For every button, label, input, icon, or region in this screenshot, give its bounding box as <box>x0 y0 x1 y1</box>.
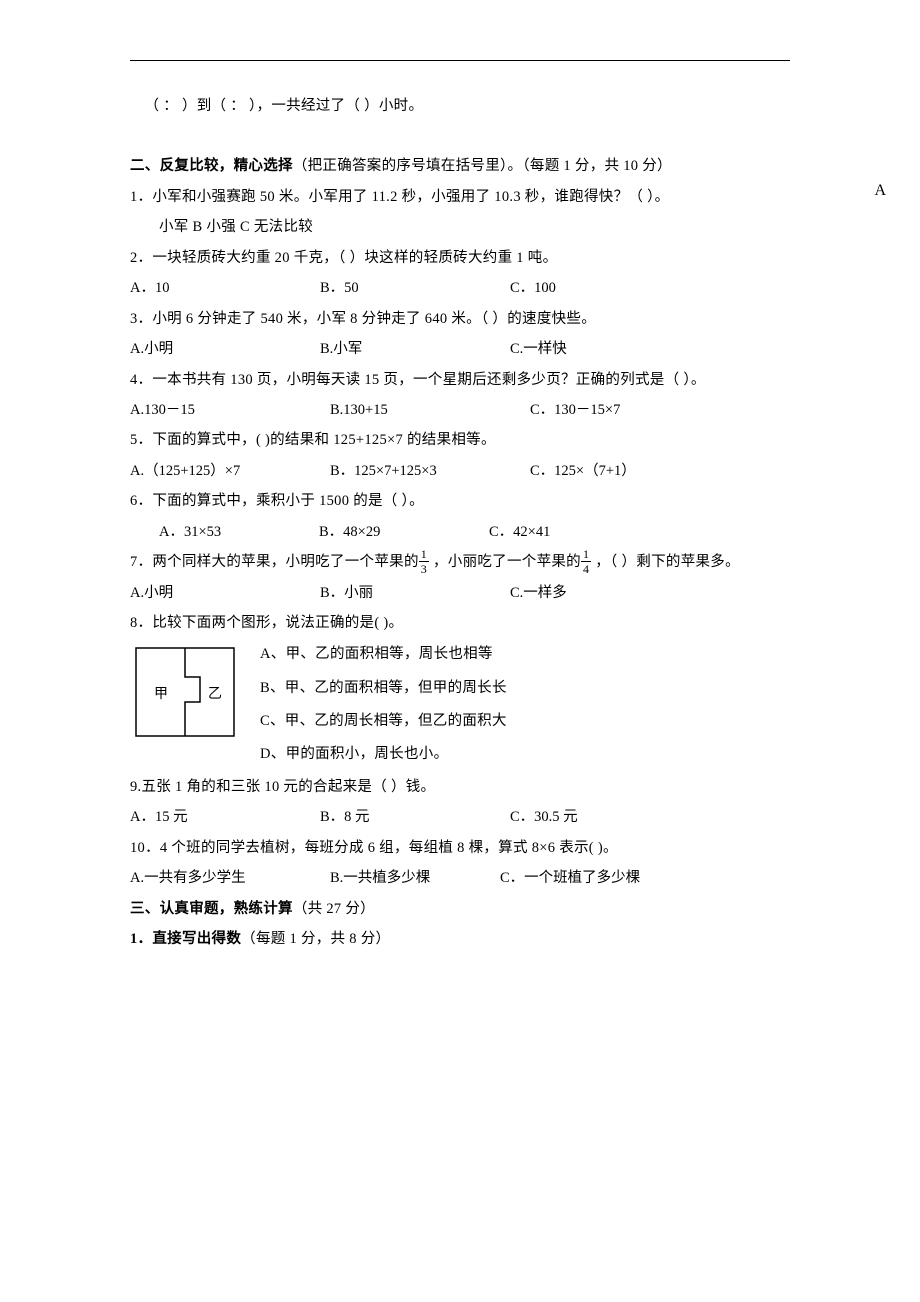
q7-frac2: 14 <box>581 548 591 575</box>
q5-options: A.（125+125）×7 B．125×7+125×3 C．125×（7+1） <box>130 456 790 486</box>
q7-stem-before: 7．两个同样大的苹果，小明吃了一个苹果的 <box>130 554 419 570</box>
q10-options: A.一共有多少学生 B.一共植多少棵 C．一个班植了多少棵 <box>130 863 790 893</box>
q10-opt-b: B.一共植多少棵 <box>330 863 500 893</box>
q6-options: A．31×53 B．48×29 C．42×41 <box>130 517 790 547</box>
q10-stem: 10．4 个班的同学去植树，每班分成 6 组，每组植 8 棵，算式 8×6 表示… <box>130 833 790 863</box>
section2-header: 二、反复比较，精心选择（把正确答案的序号填在括号里）。（每题 1 分，共 10 … <box>130 151 790 181</box>
q10-opt-c: C．一个班植了多少棵 <box>500 863 640 893</box>
q2-opt-a: A．10 <box>130 273 320 303</box>
q3-opt-a: A.小明 <box>130 334 320 364</box>
q2-stem: 2．一块轻质砖大约重 20 千克，（ ）块这样的轻质砖大约重 1 吨。 <box>130 243 790 273</box>
q8-svg: 甲 乙 <box>130 642 248 748</box>
q5-opt-c: C．125×（7+1） <box>530 456 790 486</box>
q7-frac2-den: 4 <box>581 562 591 575</box>
q2-options: A．10 B．50 C．100 <box>130 273 790 303</box>
top-line-text: （ ： ）到（ ： ），一共经过了（ ）小时。 <box>130 91 790 121</box>
q10-opt-a: A.一共有多少学生 <box>130 863 330 893</box>
q8-opt-d: D、甲的面积小，周长也小。 <box>260 738 790 771</box>
q7-opt-c: C.一样多 <box>510 578 790 608</box>
q8-figure: 甲 乙 <box>130 638 260 753</box>
section2-title: 二、反复比较，精心选择 <box>130 158 293 174</box>
section3-note: （共 27 分） <box>293 901 375 917</box>
q8-label-left: 甲 <box>154 687 168 702</box>
q1-row: 1．小军和小强赛跑 50 米。小军用了 11.2 秒，小强用了 10.3 秒，谁… <box>130 182 790 212</box>
q3-options: A.小明 B.小军 C.一样快 <box>130 334 790 364</box>
q8-opt-b: B、甲、乙的面积相等，但甲的周长长 <box>260 672 790 705</box>
q7-opt-a: A.小明 <box>130 578 320 608</box>
section3-sub1-note: （每题 1 分，共 8 分） <box>241 931 390 947</box>
q3-stem: 3．小明 6 分钟走了 540 米，小军 8 分钟走了 640 米。（ ）的速度… <box>130 304 790 334</box>
q3-opt-c: C.一样快 <box>510 334 790 364</box>
q1-options: 小军 B 小强 C 无法比较 <box>130 212 790 242</box>
q9-opt-a: A．15 元 <box>130 802 320 832</box>
q8-options: A、甲、乙的面积相等，周长也相等 B、甲、乙的面积相等，但甲的周长长 C、甲、乙… <box>260 638 790 771</box>
q7-stem-mid: ，小丽吃了一个苹果的 <box>429 554 581 570</box>
page-container: （ ： ）到（ ： ），一共经过了（ ）小时。 二、反复比较，精心选择（把正确答… <box>0 0 920 994</box>
q5-opt-a: A.（125+125）×7 <box>130 456 330 486</box>
q8-opt-c: C、甲、乙的周长相等，但乙的面积大 <box>260 705 790 738</box>
q4-stem: 4．一本书共有 130 页，小明每天读 15 页，一个星期后还剩多少页？正确的列… <box>130 365 790 395</box>
q4-options: A.130－15 B.130+15 C．130－15×7 <box>130 395 790 425</box>
q7-frac1-num: 1 <box>419 548 429 562</box>
q7-frac2-num: 1 <box>581 548 591 562</box>
q4-opt-c: C．130－15×7 <box>530 395 790 425</box>
q9-opt-c: C．30.5 元 <box>510 802 790 832</box>
q7-frac1: 13 <box>419 548 429 575</box>
q1-stem: 1．小军和小强赛跑 50 米。小军用了 11.2 秒，小强用了 10.3 秒，谁… <box>130 182 790 212</box>
q8-label-right: 乙 <box>208 686 222 702</box>
q4-opt-b: B.130+15 <box>330 395 530 425</box>
top-rule <box>130 60 790 61</box>
q7-opt-b: B．小丽 <box>320 578 510 608</box>
q3-opt-b: B.小军 <box>320 334 510 364</box>
q7-frac1-den: 3 <box>419 562 429 575</box>
q9-opt-b: B．8 元 <box>320 802 510 832</box>
q2-opt-c: C．100 <box>510 273 790 303</box>
q8-step-line <box>185 648 200 736</box>
q5-stem: 5．下面的算式中，( )的结果和 125+125×7 的结果相等。 <box>130 425 790 455</box>
q4-opt-a: A.130－15 <box>130 395 330 425</box>
q8-row: 甲 乙 A、甲、乙的面积相等，周长也相等 B、甲、乙的面积相等，但甲的周长长 C… <box>130 638 790 771</box>
q7-stem: 7．两个同样大的苹果，小明吃了一个苹果的13 ，小丽吃了一个苹果的14 ，（ ）… <box>130 547 790 577</box>
section3-sub1: 1．直接写出得数（每题 1 分，共 8 分） <box>130 924 790 954</box>
section3-title: 三、认真审题，熟练计算 <box>130 901 293 917</box>
spacer-1 <box>130 121 790 151</box>
q5-opt-b: B．125×7+125×3 <box>330 456 530 486</box>
q6-opt-a: A．31×53 <box>159 517 319 547</box>
q7-options: A.小明 B．小丽 C.一样多 <box>130 578 790 608</box>
q8-opt-a: A、甲、乙的面积相等，周长也相等 <box>260 638 790 671</box>
q2-opt-b: B．50 <box>320 273 510 303</box>
q9-options: A．15 元 B．8 元 C．30.5 元 <box>130 802 790 832</box>
section2-note: （把正确答案的序号填在括号里）。（每题 1 分，共 10 分） <box>293 158 672 174</box>
section3-sub1-title: 1．直接写出得数 <box>130 931 241 947</box>
q6-opt-c: C．42×41 <box>489 517 550 547</box>
q7-stem-after: ，（ ）剩下的苹果多。 <box>591 554 740 570</box>
q9-stem: 9.五张 1 角的和三张 10 元的合起来是（ ）钱。 <box>130 772 790 802</box>
q6-stem: 6．下面的算式中，乘积小于 1500 的是（ ）。 <box>130 486 790 516</box>
q6-opt-b: B．48×29 <box>319 517 489 547</box>
q8-stem: 8．比较下面两个图形，说法正确的是( )。 <box>130 608 790 638</box>
q1-marginal-letter: A <box>874 182 886 200</box>
section3-header: 三、认真审题，熟练计算（共 27 分） <box>130 894 790 924</box>
